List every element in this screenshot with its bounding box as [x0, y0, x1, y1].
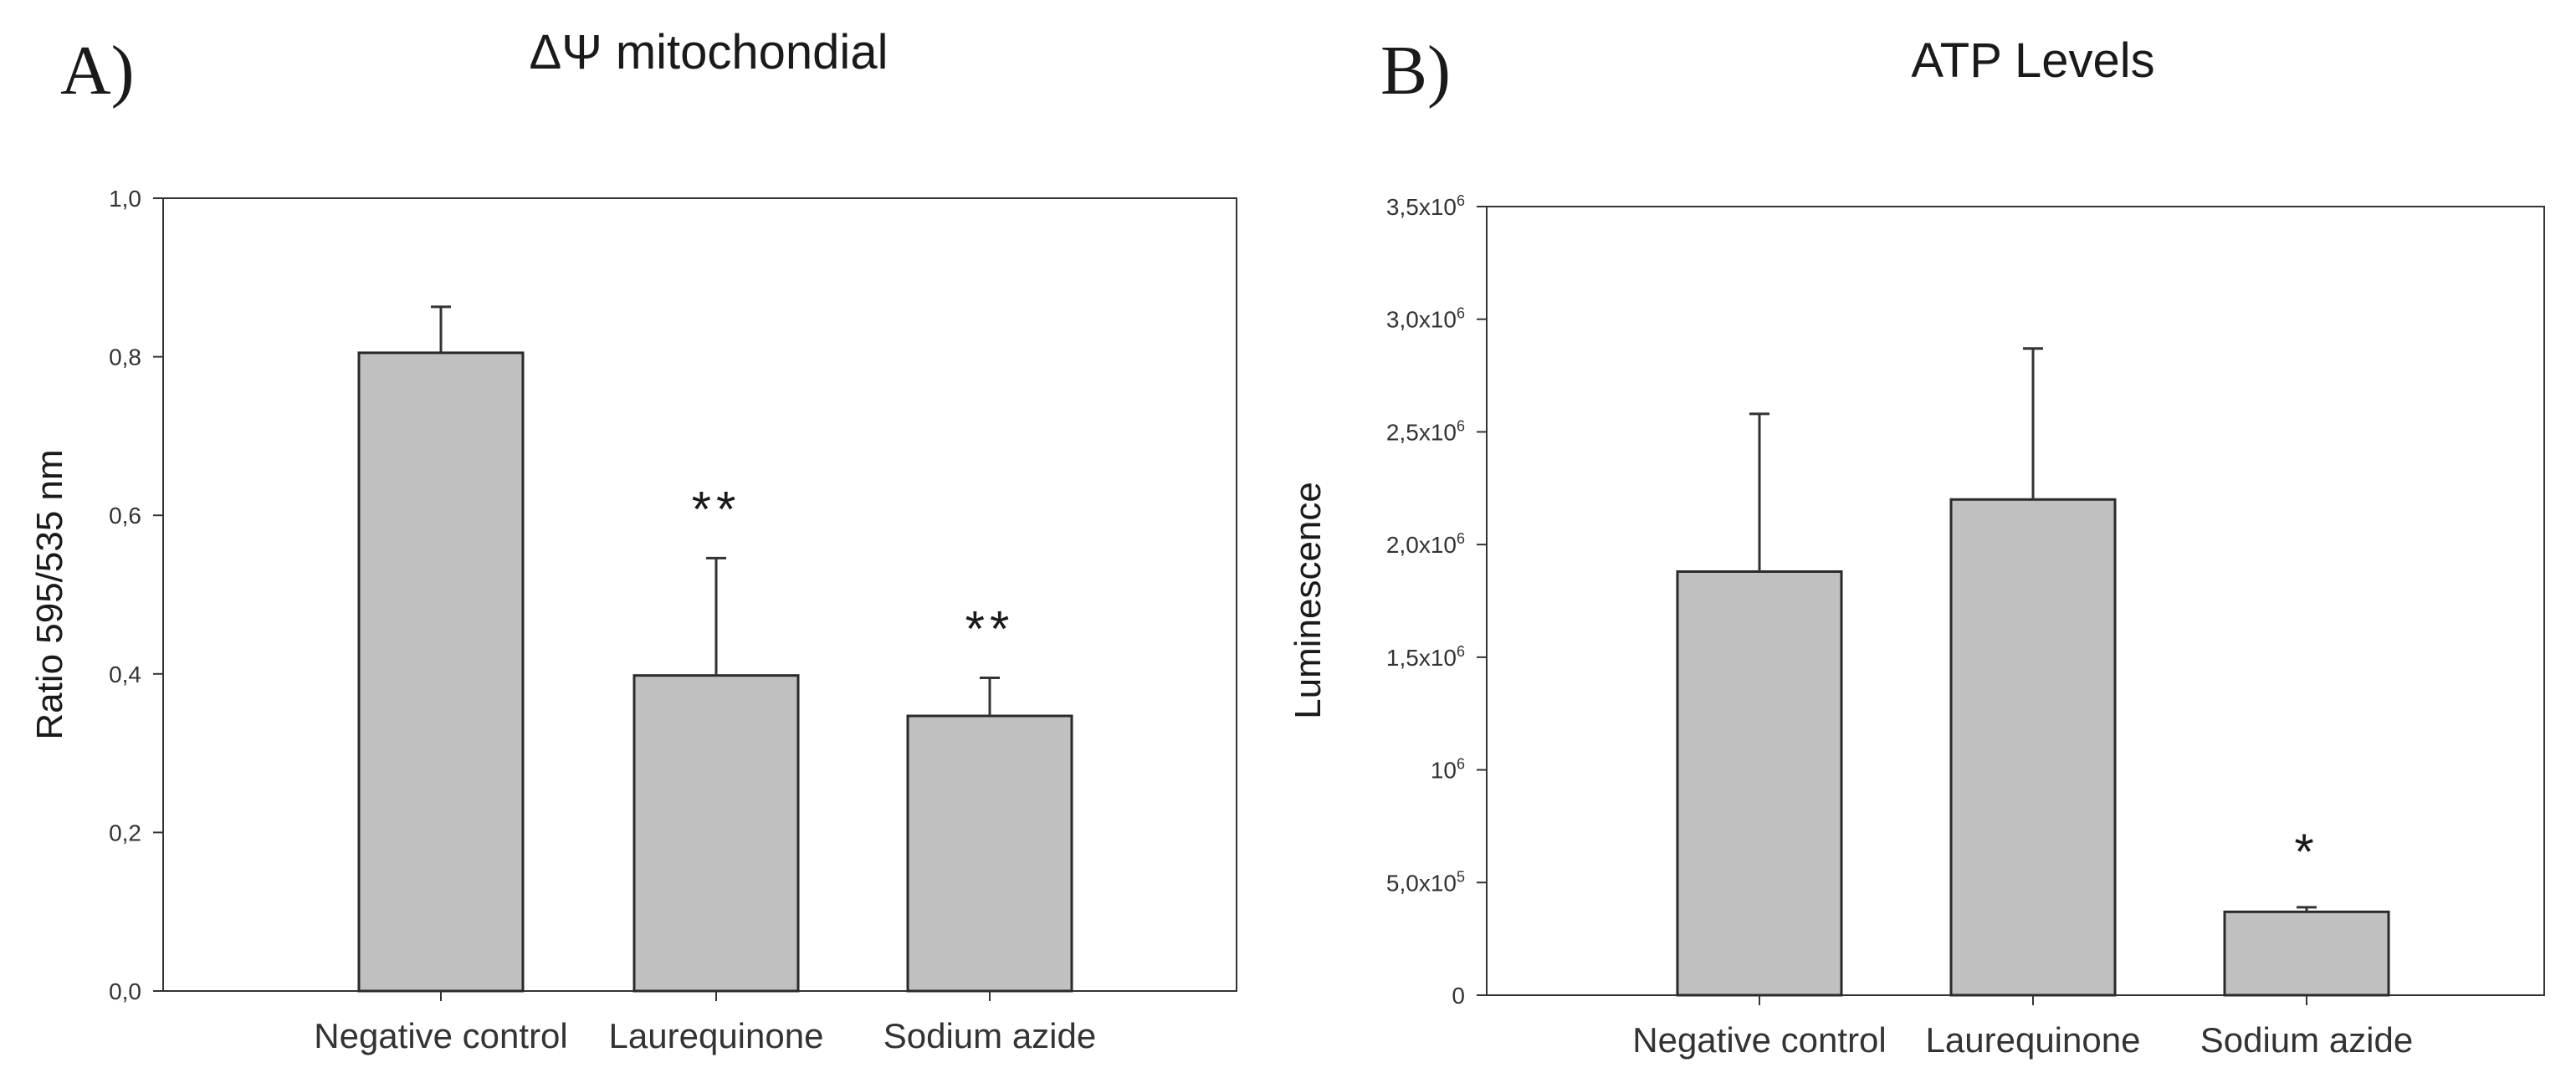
panel-a-y-axis-title: Ratio 595/535 nm [29, 449, 70, 739]
panel-b-title: ATP Levels [1911, 33, 2154, 88]
category-label: Sodium azide [883, 1016, 1096, 1055]
y-tick-label: 0 [1452, 983, 1465, 1009]
bar [2223, 910, 2390, 997]
significance-marker: ** [692, 481, 741, 537]
panel-a-title: ΔΨ mitochondial [530, 25, 889, 79]
panel-a-y-ticks: 0,0 0,2 0,4 0,6 0,8 1,0 [109, 186, 163, 1004]
y-tick-label: 5,0x105 [1386, 868, 1465, 896]
y-tick-label: 2,5x106 [1386, 417, 1465, 445]
category-label: Laurequinone [609, 1016, 824, 1055]
y-tick-label: 0,8 [109, 345, 141, 370]
panel-b-atp-levels: B) ATP Levels Luminescence 0 5,0x105 106 1,… [1288, 32, 2545, 1060]
category-label: Laurequinone [1926, 1020, 2141, 1060]
category-label: Sodium azide [2200, 1020, 2413, 1060]
y-tick-label: 0,2 [109, 820, 141, 845]
bar [1676, 570, 1843, 997]
panel-b-category-labels: Negative control Laurequinone Sodium azide [1632, 995, 2413, 1060]
significance-marker: * [2294, 824, 2318, 880]
panel-a-letter: A) [60, 32, 135, 110]
panel-b-bars: * [1676, 347, 2390, 997]
y-tick-label: 3,5x106 [1386, 192, 1465, 220]
panel-a-mitochondrial-potential: A) ΔΨ mitochondial Ratio 595/535 nm 0,00… [29, 25, 1237, 1055]
y-tick-label: 106 [1431, 756, 1465, 784]
y-tick-label: 0,4 [109, 662, 141, 687]
bar [906, 714, 1073, 993]
panel-a-category-labels: Negative control Laurequinone Sodium azide [314, 991, 1096, 1055]
y-tick-label: 1,0 [109, 186, 141, 212]
category-label: Negative control [1632, 1020, 1887, 1060]
y-tick-label: 1,5x106 [1386, 643, 1465, 671]
panel-b-y-axis-title: Luminescence [1288, 482, 1329, 719]
y-tick-label: 3,0x106 [1386, 305, 1465, 333]
category-label: Negative control [314, 1016, 568, 1055]
bar [632, 674, 800, 993]
panel-b-letter: B) [1380, 32, 1451, 110]
bar [1949, 498, 2117, 997]
panel-b-y-ticks: 0 5,0x105 106 1,5x106 2,0x106 2,5x106 3,0x106 3… [1386, 192, 1487, 1009]
bar [357, 351, 525, 993]
panel-a-bars: ** ** [357, 305, 1073, 993]
y-tick-label: 0,0 [109, 978, 141, 1004]
y-tick-label: 0,6 [109, 503, 141, 529]
y-tick-label: 2,0x106 [1386, 530, 1465, 558]
significance-marker: ** [965, 601, 1015, 657]
